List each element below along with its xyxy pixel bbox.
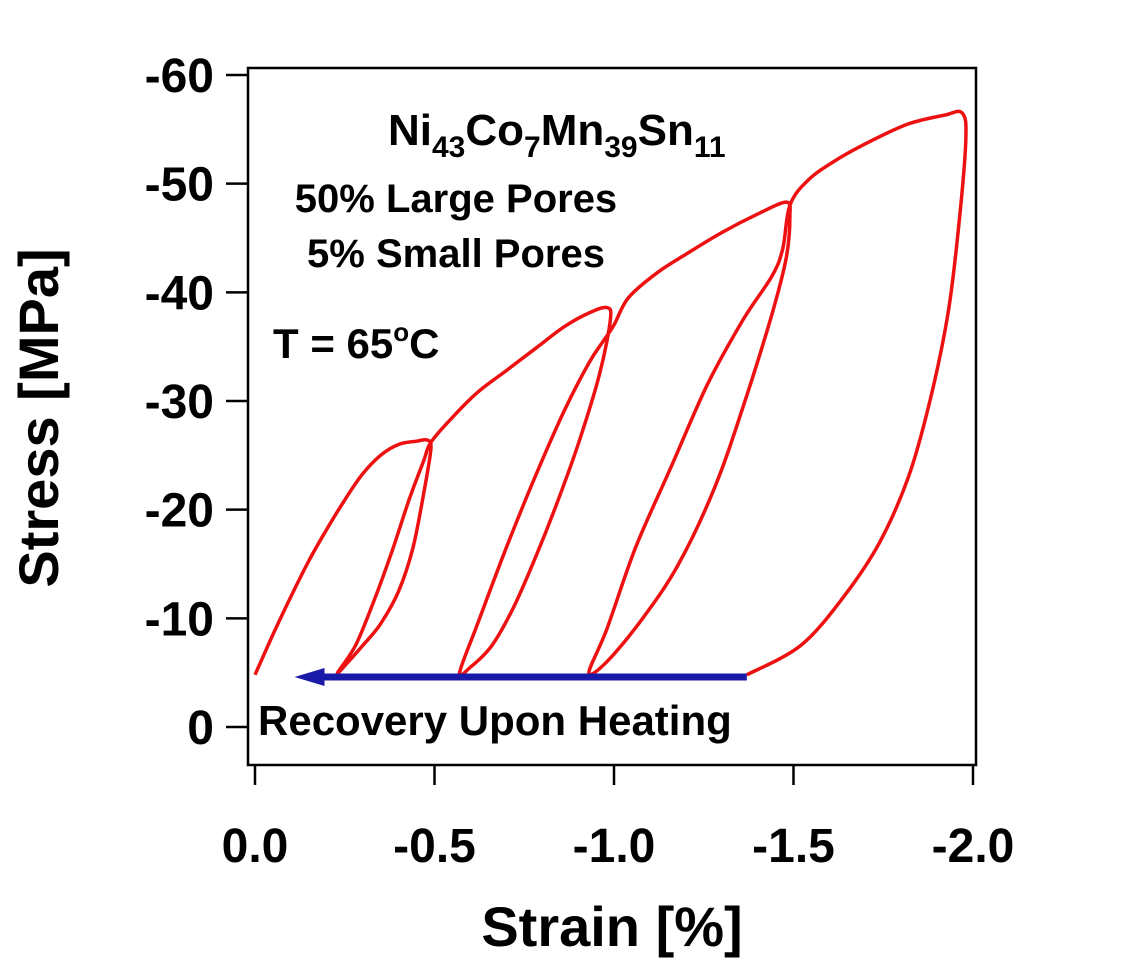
alloy-subscript: 43 xyxy=(432,131,465,164)
temperature-label: T = 65oC xyxy=(273,317,439,367)
alloy-element: Sn xyxy=(638,106,694,155)
y-tick-label: 0 xyxy=(187,702,214,755)
y-axis: 0 -10 -20 -30 -40 -50 -60 xyxy=(145,50,248,755)
y-tick-label: -10 xyxy=(145,593,214,646)
recovery-arrow-head xyxy=(294,668,325,687)
x-tick-label: -1.0 xyxy=(573,820,656,873)
x-tick-label: -1.5 xyxy=(752,820,835,873)
x-axis: 0.0 -0.5 -1.0 -1.5 -2.0 xyxy=(222,765,1015,873)
y-axis-title: Stress [MPa] xyxy=(7,248,70,587)
y-tick-label: -20 xyxy=(145,485,214,538)
plot-frame xyxy=(246,66,978,767)
small-pores-label: 5% Small Pores xyxy=(307,232,605,276)
series-layer xyxy=(253,109,968,678)
x-tick-label: -0.5 xyxy=(393,820,476,873)
alloy-subscript: 39 xyxy=(604,131,637,164)
alloy-subscript: 7 xyxy=(524,131,541,164)
alloy-subscript: 11 xyxy=(694,131,726,164)
alloy-composition-label: Ni43Co7Mn39Sn11 xyxy=(388,106,726,164)
x-tick-label: -2.0 xyxy=(932,820,1015,873)
x-tick-label: 0.0 xyxy=(222,820,289,873)
alloy-element: Co xyxy=(465,106,524,155)
y-tick-label: -60 xyxy=(145,50,214,103)
y-tick-label: -30 xyxy=(145,376,214,429)
stress-strain-curve xyxy=(253,109,968,678)
y-tick-label: -40 xyxy=(145,267,214,320)
alloy-element: Ni xyxy=(388,106,432,155)
y-tick-label: -50 xyxy=(145,159,214,212)
recovery-label: Recovery Upon Heating xyxy=(258,697,732,744)
large-pores-label: 50% Large Pores xyxy=(295,177,617,221)
alloy-element: Mn xyxy=(541,106,605,155)
x-axis-title: Strain [%] xyxy=(481,895,742,958)
